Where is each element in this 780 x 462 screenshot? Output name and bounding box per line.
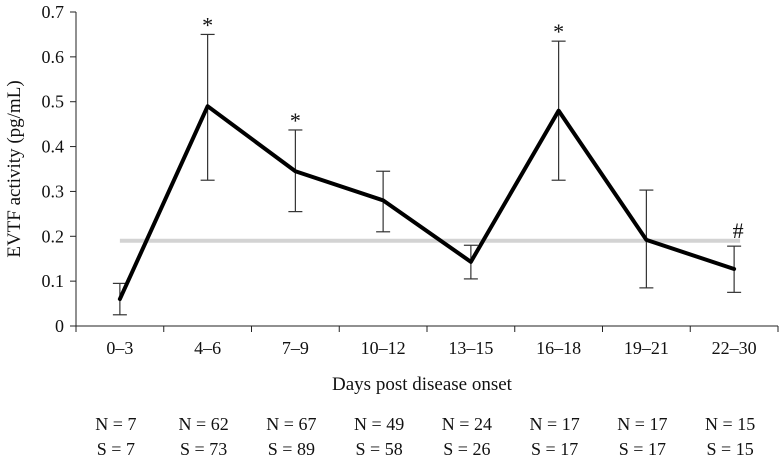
- n-count-label: N = 24: [442, 414, 492, 434]
- s-count-label: S = 26: [443, 439, 490, 459]
- n-count-label: N = 49: [354, 414, 404, 434]
- sample-counts: N = 7 N = 62 N = 67 N = 49 N = 24 N = 17 N = 1…: [95, 414, 755, 459]
- significance-marker: *: [290, 108, 301, 133]
- s-count-label: S = 58: [356, 439, 403, 459]
- n-count-label: N = 7: [95, 414, 136, 434]
- series-line: [117, 104, 737, 302]
- y-axis-title: EVTF activity (pg/mL): [4, 80, 25, 257]
- s-count-label: S = 17: [531, 439, 578, 459]
- x-tick-label: 22–30: [712, 338, 757, 358]
- s-count-label: S = 17: [619, 439, 666, 459]
- n-count-label: N = 67: [266, 414, 316, 434]
- y-tick-label: 0.3: [42, 181, 65, 201]
- x-tick-label: 0–3: [106, 338, 133, 358]
- axis-labels: 0 0.1 0.2 0.3 0.4 0.5 0.6 0.7 0–3 4–6 7–9 10–12 13–1…: [4, 2, 757, 395]
- x-axis-title: Days post disease onset: [332, 374, 513, 395]
- chart-axes: [70, 11, 779, 332]
- significance-marker: *: [553, 19, 564, 44]
- s-count-label: S = 15: [707, 439, 754, 459]
- significance-marker: #: [733, 218, 744, 243]
- n-count-label: N = 17: [617, 414, 667, 434]
- s-count-label: S = 7: [97, 439, 135, 459]
- significance-marker: *: [202, 12, 213, 37]
- n-count-label: N = 62: [179, 414, 229, 434]
- y-tick-label: 0: [55, 316, 64, 336]
- n-count-label: N = 15: [705, 414, 755, 434]
- x-tick-label: 16–18: [536, 338, 581, 358]
- y-tick-label: 0.7: [42, 2, 65, 22]
- error-bars: [112, 33, 742, 316]
- y-tick-label: 0.2: [42, 226, 65, 246]
- y-tick-label: 0.4: [42, 137, 65, 157]
- x-tick-label: 7–9: [282, 338, 309, 358]
- x-tick-label: 13–15: [448, 338, 493, 358]
- x-tick-label: 4–6: [194, 338, 221, 358]
- x-tick-label: 10–12: [361, 338, 406, 358]
- y-tick-label: 0.6: [42, 47, 65, 67]
- y-tick-label: 0.5: [42, 92, 65, 112]
- series-line-group: [117, 104, 737, 302]
- y-tick-label: 0.1: [42, 271, 65, 291]
- s-count-label: S = 73: [180, 439, 227, 459]
- s-count-label: S = 89: [268, 439, 315, 459]
- significance-annotations: * * * #: [202, 12, 744, 243]
- n-count-label: N = 17: [530, 414, 580, 434]
- x-tick-label: 19–21: [624, 338, 669, 358]
